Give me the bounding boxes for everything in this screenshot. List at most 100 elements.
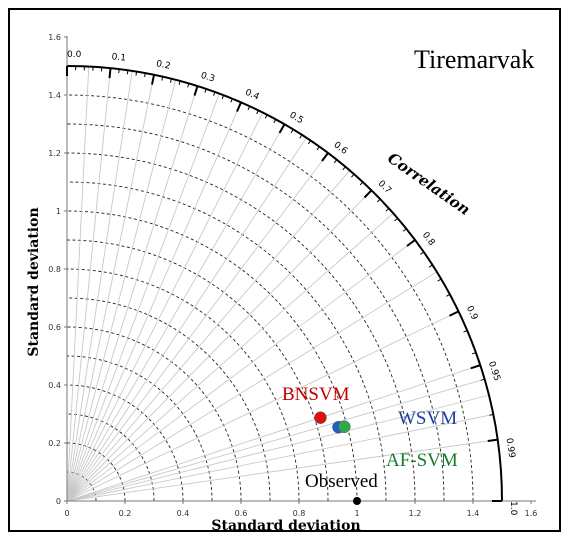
correlation-major-tick [487,438,498,443]
y-axis-title: Standard deviation [26,207,42,356]
correlation-minor-tick [351,173,355,178]
correlation-tick-label: 0.7 [376,179,393,196]
x-tick-label: 1 [354,509,359,518]
correlation-grid-line [66,70,133,502]
correlation-minor-tick [161,76,164,81]
correlation-tick-label: 0.3 [199,71,216,85]
correlation-minor-tick [471,352,477,355]
correlation-grid-line [66,112,264,502]
correlation-major-tick [151,74,155,85]
correlation-major-tick [470,364,481,370]
x-tick-label: 0.8 [293,509,306,518]
correlation-tick-label: 0.2 [155,59,171,72]
correlation-grid-line [66,364,481,502]
y-tick-label: 1.6 [48,33,61,42]
correlation-minor-tick [169,78,172,83]
correlation-minor-tick [230,98,233,103]
correlation-tick-label: 1.0 [508,501,518,516]
correlation-major-tick [108,68,112,79]
correlation-minor-tick [385,208,390,212]
x-tick-label: 1.4 [467,509,480,518]
correlation-grid-line [66,378,485,502]
grid-layer [66,66,498,502]
y-tick-label: 0.8 [48,265,61,274]
correlation-minor-tick [126,70,129,75]
correlation-minor-tick [480,378,485,381]
correlation-grid-line [66,152,329,502]
correlation-major-tick [363,189,373,199]
std-grid-arc [66,268,300,502]
correlation-minor-tick [437,278,442,282]
correlation-minor-tick [256,110,259,115]
correlation-grid-line [66,212,394,502]
correlation-grid-line [66,310,459,502]
correlation-grid-line [66,124,285,502]
observed-point [353,497,361,505]
correlation-grid-line [66,239,416,502]
correlation-tick-label: 0.8 [420,230,437,248]
x-tick-label: 1.2 [409,509,422,518]
x-tick-label: 0.6 [235,509,248,518]
correlation-major-tick [193,85,199,96]
correlation-grid-line [66,394,490,502]
correlation-grid-line [66,413,494,502]
chart-title: Tiremarvak [414,45,534,74]
y-tick-label: 1 [56,207,61,216]
correlation-minor-tick [420,251,424,255]
axis-layer [64,36,536,504]
label-wsvm: WSVM [398,408,457,429]
correlation-tick-label: 0.6 [332,140,350,157]
correlation-major-tick [406,239,416,247]
std-grid-arc [66,384,184,502]
correlation-minor-tick [221,94,225,100]
correlation-minor-tick [402,228,407,232]
correlation-grid-line [66,439,498,502]
correlation-minor-tick [463,330,468,333]
correlation-minor-tick [204,88,207,93]
correlation-minor-tick [273,119,277,124]
std-grid-arc [66,442,126,502]
correlation-minor-tick [135,71,138,76]
x-tick-label: 0.2 [119,509,132,518]
std-grid-arc [66,94,474,502]
y-tick-label: 0.4 [48,381,61,390]
label-observed: Observed [305,471,378,492]
correlation-major-tick [449,310,459,317]
y-tick-label: 0 [56,497,61,506]
correlation-axis-title: Correlation [384,149,473,219]
correlation-grid-line [66,93,220,502]
correlation-tick-label: 0.1 [111,52,126,63]
correlation-minor-tick [376,198,381,203]
correlation-minor-tick [299,134,303,139]
correlation-minor-tick [264,114,268,119]
y-tick-label: 0.6 [48,323,61,332]
correlation-minor-tick [144,73,146,78]
correlation-grid-line [66,271,437,502]
correlation-grid-line [66,137,307,502]
std-grid-arc [66,210,358,502]
outer-arc [66,65,503,502]
std-grid-arc [66,181,387,502]
point-layer [314,411,361,505]
y-tick-label: 1.4 [48,91,61,100]
correlation-grid-line [66,74,155,502]
std-grid-arc [66,239,329,502]
y-tick-label: 0.2 [48,439,61,448]
correlation-minor-tick [342,166,346,171]
correlation-minor-tick [213,91,216,96]
correlation-grid-line [66,170,351,502]
x-tick-label: 0 [64,509,69,518]
correlation-tick-label: 0.0 [67,50,82,60]
correlation-minor-tick [178,80,181,85]
x-tick-label: 0.4 [177,509,190,518]
correlation-grid-line [66,66,90,502]
correlation-grid-line [66,102,242,502]
correlation-minor-tick [359,181,364,186]
correlation-minor-tick [428,264,433,268]
label-af-svm: AF-SVM [386,450,458,471]
correlation-major-tick [278,123,286,134]
point-bnsvm [314,411,327,424]
correlation-tick-label: 0.9 [464,304,479,321]
correlation-tick-label: 0.99 [504,437,517,459]
